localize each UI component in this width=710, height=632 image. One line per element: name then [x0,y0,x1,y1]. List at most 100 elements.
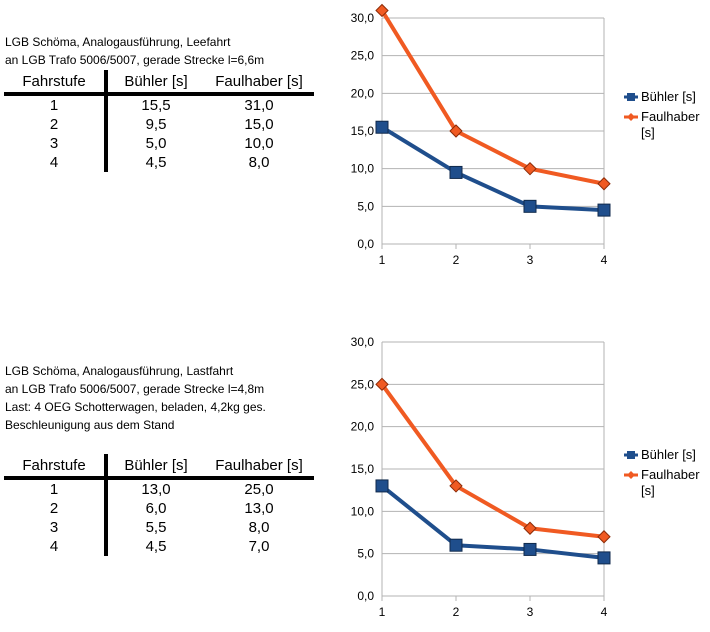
description-line: Beschleunigung aus dem Stand [5,418,175,432]
table-cell: 6,0 [145,500,167,517]
series-line-faulhaber [380,9,605,186]
line-chart-leefahrt: 0,0 5,0 10,0 15,0 20,0 25,0 30,0 1 2 3 4 Bühler [s]… [351,3,700,267]
table-cell: 5,0 [145,135,167,152]
description-block: LGB Schöma, Analogausführung, Leefahrt a… [5,33,264,69]
data-point-buehler [523,199,537,213]
table-cell: 4 [4,537,108,556]
table-cell: 9,5 [145,116,167,133]
x-tick-label: 4 [601,253,608,267]
legend-label: Faulhaber [641,467,700,482]
section-leefahrt: LGB Schöma, Analogausführung, Leefahrt a… [0,0,710,300]
legend-label: [s] [641,125,655,140]
y-tick-label: 20,0 [351,86,375,100]
table-cell: 31,0 [244,97,274,114]
table-cell: 10,0 [244,135,274,152]
y-tick-label: 30,0 [351,11,375,25]
table-cell: 13,0 [244,500,274,517]
legend-marker-diamond [627,471,635,479]
column-header-fahrstufe: Fahrstufe [4,454,108,480]
series-line-faulhaber [380,383,605,539]
data-point-faulhaber [523,161,537,176]
legend-marker-square [627,93,635,101]
table-row: 1 15,5 31,0 [4,94,314,115]
table-cell: 4 [4,153,108,172]
section-lastfahrt: LGB Schöma, Analogausführung, Lastfahrt … [0,330,710,632]
column-header-faulhaber: Faulhaber [s] [204,454,314,480]
data-point-buehler [597,203,611,217]
y-tick-label: 25,0 [351,49,375,63]
table-header-row: Fahrstufe Bühler [s] Faulhaber [s] [4,454,314,480]
description-line: Last: 4 OEG Schotterwagen, beladen, 4,2k… [5,400,266,414]
data-point-buehler [597,551,611,565]
data-point-faulhaber [449,124,463,138]
data-point-buehler [449,165,463,179]
column-header-faulhaber: Faulhaber [s] [204,70,314,96]
table-cell: 13,0 [141,481,171,498]
x-tick-label: 4 [601,605,608,619]
y-tick-label: 25,0 [351,377,375,391]
series-line-buehler [380,125,605,213]
data-point-faulhaber [375,377,389,392]
x-tick-label: 2 [453,253,460,267]
table-cell: 8,0 [248,154,270,171]
description-line: LGB Schöma, Analogausführung, Lastfahrt [5,364,234,378]
data-point-buehler [523,542,537,556]
table-row: 2 9,5 15,0 [4,115,314,134]
table-cell: 3 [4,134,108,153]
table-row: 4 4,5 7,0 [4,537,314,556]
line-chart-lastfahrt: 0,0 5,0 10,0 15,0 20,0 25,0 30,0 1 2 3 4 Bühler [s]… [351,335,701,619]
table-row: 3 5,0 10,0 [4,134,314,153]
table-cell: 2 [4,115,108,134]
column-header-fahrstufe: Fahrstufe [4,70,108,96]
data-point-buehler [375,120,389,134]
description-line: an LGB Trafo 5006/5007, gerade Strecke l… [5,53,265,67]
y-tick-label: 0,0 [357,589,374,603]
data-point-faulhaber [597,177,611,191]
table-cell: 4,5 [145,538,167,555]
y-tick-label: 0,0 [357,237,374,251]
legend-marker-square [627,451,635,459]
y-tick-label: 10,0 [351,162,375,176]
table-cell: 3 [4,518,108,537]
legend-label: Bühler [s] [641,447,696,462]
y-tick-label: 5,0 [357,199,374,213]
x-tick-label: 1 [379,253,386,267]
table-cell: 4,5 [145,154,167,171]
y-tick-label: 15,0 [351,124,375,138]
data-table: Fahrstufe Bühler [s] Faulhaber [s] 1 13,… [4,454,314,556]
y-tick-label: 5,0 [357,547,374,561]
x-tick-label: 2 [453,605,460,619]
column-header-buehler: Bühler [s] [106,70,204,96]
x-tick-label: 1 [379,605,386,619]
table-header-row: Fahrstufe Bühler [s] Faulhaber [s] [4,70,314,96]
data-point-faulhaber [375,3,389,18]
description-block: LGB Schöma, Analogausführung, Lastfahrt … [5,362,266,434]
data-point-buehler [449,538,463,552]
legend-marker-diamond [627,113,635,121]
table-cell: 8,0 [248,519,270,536]
table-cell: 1 [4,478,108,499]
description-line: an LGB Trafo 5006/5007, gerade Strecke l… [5,382,265,396]
data-point-buehler [375,479,389,493]
x-tick-label: 3 [527,253,534,267]
description-line: LGB Schöma, Analogausführung, Leefahrt [5,35,231,49]
table-cell: 5,5 [145,519,167,536]
legend-label: Bühler [s] [641,89,696,104]
table-row: 3 5,5 8,0 [4,518,314,537]
table-cell: 25,0 [244,481,274,498]
legend-label: [s] [641,483,655,498]
table-cell: 2 [4,499,108,518]
table-cell: 15,0 [244,116,274,133]
y-tick-label: 30,0 [351,335,375,349]
data-point-faulhaber [597,530,611,544]
y-tick-label: 10,0 [351,504,375,518]
data-table: Fahrstufe Bühler [s] Faulhaber [s] 1 15,… [4,70,314,172]
y-tick-label: 20,0 [351,420,375,434]
table-row: 1 13,0 25,0 [4,478,314,499]
column-header-buehler: Bühler [s] [106,454,204,480]
table-row: 2 6,0 13,0 [4,499,314,518]
data-point-faulhaber [449,479,463,493]
table-cell: 1 [4,94,108,115]
table-cell: 7,0 [248,538,270,555]
table-row: 4 4,5 8,0 [4,153,314,172]
